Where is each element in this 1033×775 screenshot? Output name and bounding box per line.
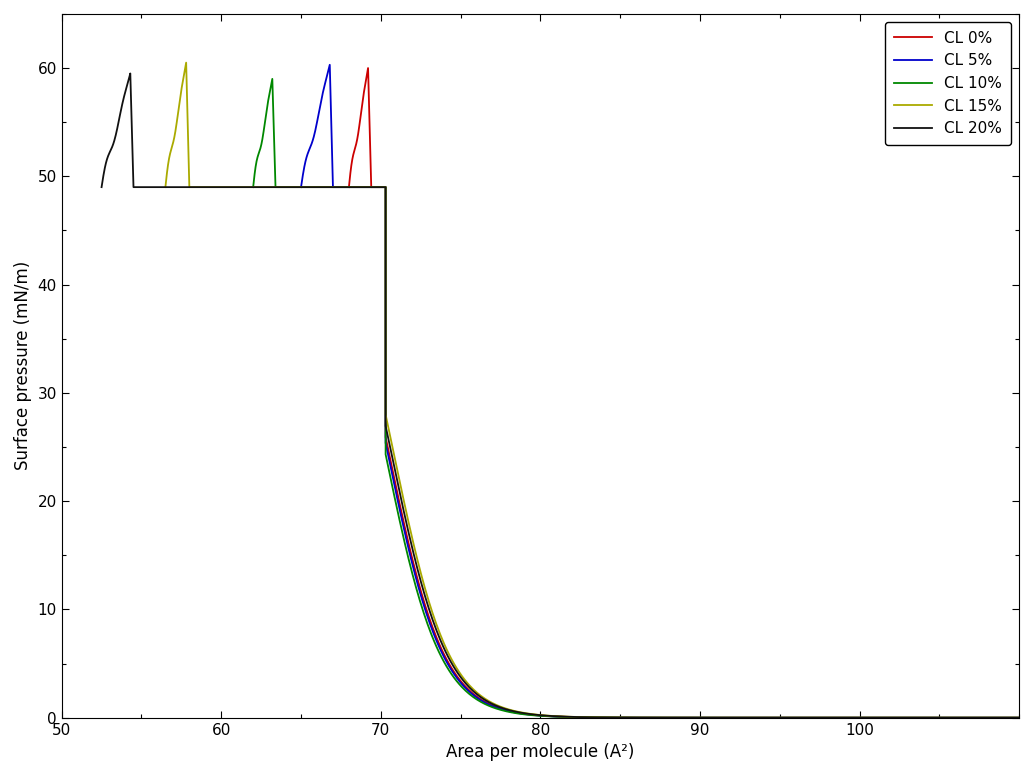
CL 0% [860,713,873,722]
X-axis label: Area per molecule (A²): Area per molecule (A²) [446,743,634,761]
CL 10% [789,713,802,722]
CL 15% [1013,713,1026,722]
CL 5% [819,713,832,722]
Line: CL 15%: CL 15% [165,63,1020,718]
CL 10% [949,713,962,722]
Line: CL 20%: CL 20% [101,74,1020,718]
CL 15% [789,713,802,722]
CL 20% [917,713,930,722]
CL 10% [247,182,259,191]
CL 20% [789,713,802,722]
Y-axis label: Surface pressure (mN/m): Surface pressure (mN/m) [13,261,32,470]
CL 10% [860,713,873,722]
Line: CL 5%: CL 5% [301,65,1020,718]
CL 15% [819,713,832,722]
CL 20% [95,182,107,191]
CL 0% [949,713,962,722]
CL 5% [949,713,962,722]
CL 5% [917,713,930,722]
CL 15% [159,182,171,191]
CL 20% [1013,713,1026,722]
CL 0% [343,182,355,191]
CL 5% [1013,713,1026,722]
CL 20% [124,69,136,78]
CL 5% [352,182,365,191]
CL 20% [949,713,962,722]
Legend: CL 0%, CL 5%, CL 10%, CL 15%, CL 20%: CL 0%, CL 5%, CL 10%, CL 15%, CL 20% [885,22,1011,146]
CL 10% [1013,713,1026,722]
CL 0% [789,713,802,722]
CL 15% [917,713,930,722]
CL 15% [949,713,962,722]
CL 10% [267,74,279,84]
CL 0% [1013,713,1026,722]
CL 0% [362,64,374,73]
Line: CL 0%: CL 0% [349,68,1020,718]
CL 20% [860,713,873,722]
CL 0% [819,713,832,722]
CL 5% [294,182,307,191]
CL 20% [249,182,261,191]
CL 15% [860,713,873,722]
CL 15% [278,182,290,191]
Line: CL 10%: CL 10% [253,79,1020,718]
CL 10% [917,713,930,722]
CL 5% [860,713,873,722]
CL 5% [323,60,336,70]
CL 5% [789,713,802,722]
CL 15% [180,58,192,67]
CL 0% [372,182,384,191]
CL 20% [819,713,832,722]
CL 10% [322,182,335,191]
CL 0% [917,713,930,722]
CL 10% [819,713,832,722]
